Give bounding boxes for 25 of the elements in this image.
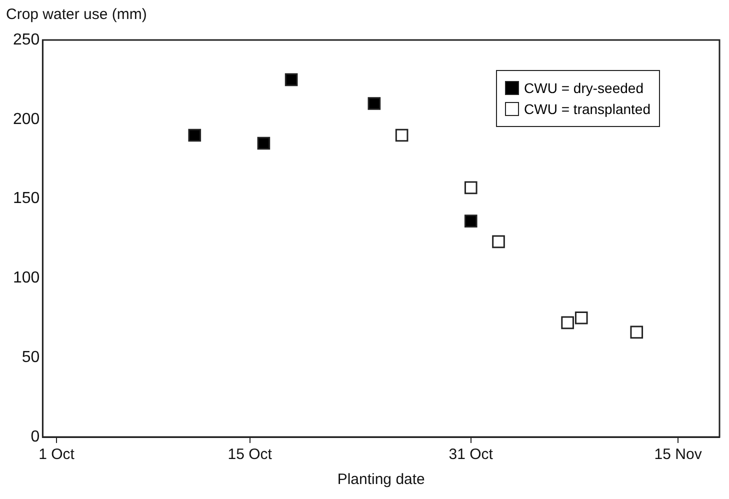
legend-label: CWU = dry-seeded [524, 80, 644, 96]
y-tick-label: 100 [12, 270, 40, 287]
point [464, 181, 478, 194]
point [492, 235, 505, 248]
point [561, 316, 574, 330]
x-tick-label: 15 Oct [228, 446, 273, 464]
y-tick-label: 250 [12, 31, 40, 48]
y-tick-label: 200 [12, 110, 40, 128]
point [574, 311, 588, 324]
x-axis-title: Planting date [337, 471, 425, 488]
y-tick-label: 0 [30, 428, 40, 446]
point [395, 128, 408, 142]
x-tick-label: 1 Oct [38, 446, 76, 464]
x-tick-label: 15 Nov [654, 446, 702, 464]
y-tick-label: 50 [22, 349, 40, 366]
point [464, 214, 478, 228]
legend-label: CWU = transplanted [524, 101, 650, 117]
x-tick-label: 31 Oct [448, 446, 494, 464]
point [257, 136, 270, 150]
point [630, 326, 644, 339]
point [368, 97, 381, 110]
y-axis-title: Crop water use (mm) [6, 6, 147, 23]
point [284, 73, 298, 86]
y-tick-label: 150 [12, 190, 40, 208]
point [188, 128, 202, 142]
